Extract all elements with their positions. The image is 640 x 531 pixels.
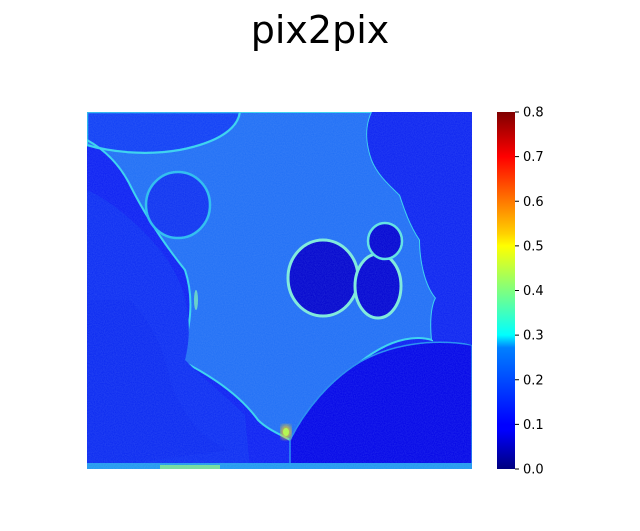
- colorbar-tick-label: 0.4: [523, 284, 544, 299]
- colorbar-tick-label: 0.3: [523, 329, 544, 344]
- heatmap-image: [87, 112, 472, 469]
- colorbar-tick-label: 0.6: [523, 195, 544, 210]
- colorbar-tick-label: 0.7: [523, 150, 544, 165]
- colorbar: 0.0 0.1 0.2 0.3 0.4 0.5 0.6 0.7 0.8: [497, 106, 544, 478]
- colorbar-tick-label: 0.2: [523, 373, 544, 388]
- chart-title: pix2pix: [250, 8, 390, 52]
- colorbar-ticks: 0.0 0.1 0.2 0.3 0.4 0.5 0.6 0.7 0.8: [515, 106, 544, 478]
- colorbar-tick-label: 0.1: [523, 418, 544, 433]
- colorbar-tick-label: 0.8: [523, 106, 544, 121]
- colorbar-tick-label: 0.0: [523, 463, 544, 478]
- colorbar-gradient: [497, 112, 515, 469]
- colorbar-tick-label: 0.5: [523, 239, 544, 254]
